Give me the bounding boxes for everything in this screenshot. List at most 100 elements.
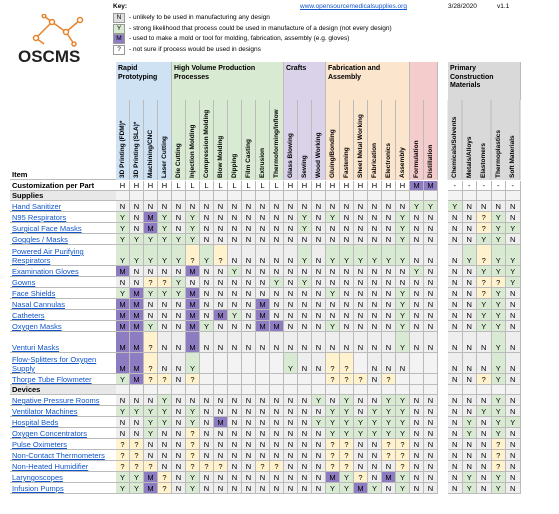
cell: N [326, 266, 340, 277]
cell: Y [491, 472, 506, 483]
cell: N [368, 461, 382, 472]
cell: ? [158, 472, 172, 483]
cell: N [228, 212, 242, 223]
cell: N [172, 353, 186, 374]
cell: N [172, 266, 186, 277]
cell: Y [116, 374, 130, 385]
cell: Y [410, 201, 424, 212]
cell: N [228, 201, 242, 212]
cell: N [340, 321, 354, 332]
cell: M [144, 223, 158, 234]
cell: N [448, 310, 463, 321]
cell: ? [340, 450, 354, 461]
cell: N [242, 395, 256, 406]
cell: N [368, 353, 382, 374]
cell: Y [326, 212, 340, 223]
cell: ? [326, 461, 340, 472]
cell: Y [462, 483, 477, 494]
key-text: - not sure if process would be used in d… [129, 45, 261, 53]
cell: H [326, 181, 340, 191]
cell: Y [186, 406, 200, 417]
cell [312, 374, 326, 385]
cell: Y [491, 321, 506, 332]
cell: N [312, 450, 326, 461]
row-label: Goggles / Masks [10, 234, 116, 245]
cell: N [200, 406, 214, 417]
cell: ? [214, 245, 228, 266]
cell: ? [491, 439, 506, 450]
cell: N [462, 332, 477, 353]
cell: ? [186, 374, 200, 385]
cell: N [186, 395, 200, 406]
cell: N [200, 223, 214, 234]
cell: N [256, 201, 270, 212]
cell: ? [326, 450, 340, 461]
cell: Y [144, 288, 158, 299]
cell: Y [298, 245, 312, 266]
cell: N [462, 234, 477, 245]
cell: N [214, 299, 228, 310]
cell: N [506, 201, 521, 212]
cell: ? [340, 374, 354, 385]
cell [396, 374, 410, 385]
cell [228, 353, 242, 374]
row-label: Negative Pressure Rooms [10, 395, 116, 406]
cell: N [477, 353, 492, 374]
cell: N [424, 395, 438, 406]
cell: N [462, 223, 477, 234]
cell: Y [382, 428, 396, 439]
cell: N [354, 212, 368, 223]
cell: M [130, 299, 144, 310]
cell: M [116, 321, 130, 332]
cell: N [340, 212, 354, 223]
cell: Y [130, 245, 144, 266]
cell: N [200, 472, 214, 483]
cell: N [214, 223, 228, 234]
cell: ? [477, 212, 492, 223]
cell: N [172, 428, 186, 439]
cell [410, 191, 424, 201]
cell: N [298, 395, 312, 406]
cell: N [228, 472, 242, 483]
cell: N [462, 406, 477, 417]
cell: N [242, 428, 256, 439]
cell: N [256, 277, 270, 288]
cell: ? [158, 374, 172, 385]
cell: M [186, 310, 200, 321]
cell: N [130, 395, 144, 406]
cell: N [506, 472, 521, 483]
cell: N [368, 332, 382, 353]
cell: Y [477, 299, 492, 310]
cell: M [186, 321, 200, 332]
cell: ? [326, 353, 340, 374]
row-label: Flow-Splitters for Oxygen Supply [10, 353, 116, 374]
cell: N [382, 234, 396, 245]
cell [396, 191, 410, 201]
cell: N [270, 406, 284, 417]
cell: N [424, 245, 438, 266]
cell: N [298, 483, 312, 494]
cell [462, 191, 477, 201]
cell [228, 385, 242, 395]
cell: ? [340, 461, 354, 472]
row-label: N95 Respirators [10, 212, 116, 223]
row-label: Hospital Beds [10, 417, 116, 428]
cell: N [158, 439, 172, 450]
column-header: Blow Molding [214, 100, 228, 180]
cell: ? [382, 374, 396, 385]
cell [424, 353, 438, 374]
cell: N [242, 245, 256, 266]
cell: N [270, 439, 284, 450]
cell: N [284, 332, 298, 353]
cell: N [368, 277, 382, 288]
cell: N [368, 201, 382, 212]
cell: ? [158, 277, 172, 288]
cell: N [130, 266, 144, 277]
row-label: Ventilator Machines [10, 406, 116, 417]
cell: N [284, 406, 298, 417]
cell: N [368, 374, 382, 385]
cell [186, 191, 200, 201]
cell [284, 191, 298, 201]
key-code: M [113, 34, 125, 44]
cell: ? [130, 450, 144, 461]
